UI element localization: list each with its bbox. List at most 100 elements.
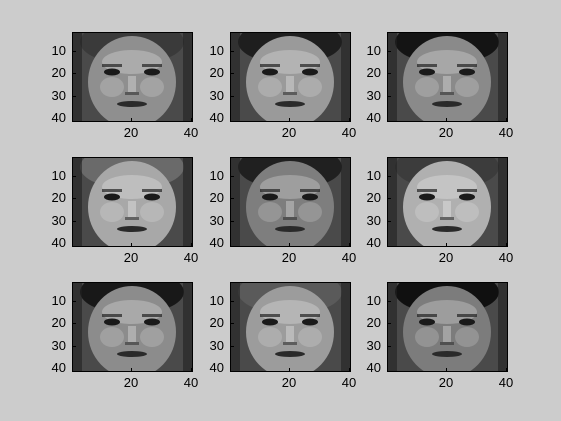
y-tick-mark (72, 176, 76, 177)
y-tick-label: 10 (366, 168, 381, 183)
x-tick-label: 20 (438, 250, 454, 265)
y-tick-mark (387, 246, 391, 247)
x-tick-mark (446, 243, 447, 247)
subplot-7: 10 20 30 40 20 40 (52, 282, 198, 390)
face-image (387, 282, 508, 372)
x-tick-label: 40 (341, 125, 357, 140)
x-tick-label: 40 (183, 125, 199, 140)
y-tick-mark (230, 346, 234, 347)
x-tick-mark (349, 243, 350, 247)
y-tick-mark (72, 346, 76, 347)
x-tick-mark (506, 368, 507, 372)
face-picture (72, 282, 193, 372)
y-tick-label: 40 (209, 360, 224, 375)
x-tick-mark (131, 243, 132, 247)
y-tick-label: 30 (51, 338, 66, 353)
face-image (72, 32, 193, 122)
y-tick-label: 10 (209, 43, 224, 58)
y-tick-mark (387, 198, 391, 199)
y-tick-mark (72, 323, 76, 324)
subplot-8: 10 20 30 40 20 40 (210, 282, 356, 390)
face-picture (230, 282, 351, 372)
face-picture (230, 157, 351, 247)
x-tick-label: 20 (123, 250, 139, 265)
x-tick-mark (506, 243, 507, 247)
y-tick-mark (230, 246, 234, 247)
y-tick-mark (387, 221, 391, 222)
face-image (387, 157, 508, 247)
y-tick-label: 20 (209, 65, 224, 80)
y-tick-label: 20 (209, 315, 224, 330)
y-tick-mark (387, 51, 391, 52)
y-tick-label: 40 (366, 360, 381, 375)
y-tick-label: 10 (209, 293, 224, 308)
x-tick-label: 40 (183, 250, 199, 265)
y-tick-mark (387, 371, 391, 372)
y-tick-mark (230, 73, 234, 74)
y-tick-mark (230, 301, 234, 302)
x-tick-label: 40 (183, 375, 199, 390)
y-tick-mark (72, 221, 76, 222)
y-tick-mark (72, 198, 76, 199)
y-tick-label: 20 (51, 65, 66, 80)
y-tick-label: 40 (366, 110, 381, 125)
y-tick-label: 40 (51, 110, 66, 125)
x-tick-label: 20 (281, 250, 297, 265)
x-tick-mark (446, 368, 447, 372)
face-picture (72, 157, 193, 247)
y-tick-mark (230, 51, 234, 52)
y-tick-label: 30 (209, 88, 224, 103)
y-tick-label: 10 (51, 43, 66, 58)
y-tick-mark (72, 246, 76, 247)
y-tick-label: 20 (51, 315, 66, 330)
x-tick-label: 40 (341, 250, 357, 265)
y-tick-label: 20 (51, 190, 66, 205)
y-tick-label: 40 (366, 235, 381, 250)
y-tick-label: 20 (366, 65, 381, 80)
y-tick-mark (72, 96, 76, 97)
face-picture (387, 157, 508, 247)
subplot-5: 10 20 30 40 20 40 (210, 157, 356, 265)
face-picture (387, 282, 508, 372)
x-tick-mark (289, 368, 290, 372)
x-tick-mark (349, 118, 350, 122)
subplot-1: 10 20 30 40 20 40 (52, 32, 198, 140)
y-tick-label: 30 (209, 213, 224, 228)
y-tick-label: 30 (51, 213, 66, 228)
subplot-3: 10 20 30 40 20 40 (367, 32, 513, 140)
y-tick-label: 10 (366, 43, 381, 58)
x-tick-label: 20 (281, 125, 297, 140)
x-tick-label: 40 (498, 125, 514, 140)
y-tick-mark (387, 323, 391, 324)
y-tick-label: 40 (209, 110, 224, 125)
y-tick-label: 20 (366, 190, 381, 205)
x-tick-label: 20 (438, 125, 454, 140)
x-tick-mark (131, 118, 132, 122)
y-tick-mark (387, 301, 391, 302)
x-tick-mark (446, 118, 447, 122)
face-image (72, 157, 193, 247)
face-image (230, 282, 351, 372)
x-tick-mark (506, 118, 507, 122)
y-tick-mark (230, 371, 234, 372)
y-tick-label: 30 (366, 338, 381, 353)
y-tick-mark (72, 371, 76, 372)
face-image (72, 282, 193, 372)
y-tick-label: 10 (366, 293, 381, 308)
x-tick-label: 40 (498, 375, 514, 390)
x-tick-mark (289, 118, 290, 122)
y-tick-mark (230, 96, 234, 97)
x-tick-label: 20 (281, 375, 297, 390)
x-tick-label: 20 (123, 125, 139, 140)
x-tick-label: 20 (438, 375, 454, 390)
y-tick-mark (230, 176, 234, 177)
y-tick-mark (230, 198, 234, 199)
x-tick-mark (191, 118, 192, 122)
y-tick-mark (72, 121, 76, 122)
y-tick-mark (230, 221, 234, 222)
y-tick-label: 20 (209, 190, 224, 205)
x-tick-mark (131, 368, 132, 372)
subplot-2: 10 20 30 40 20 40 (210, 32, 356, 140)
subplot-4: 10 20 30 40 20 40 (52, 157, 198, 265)
